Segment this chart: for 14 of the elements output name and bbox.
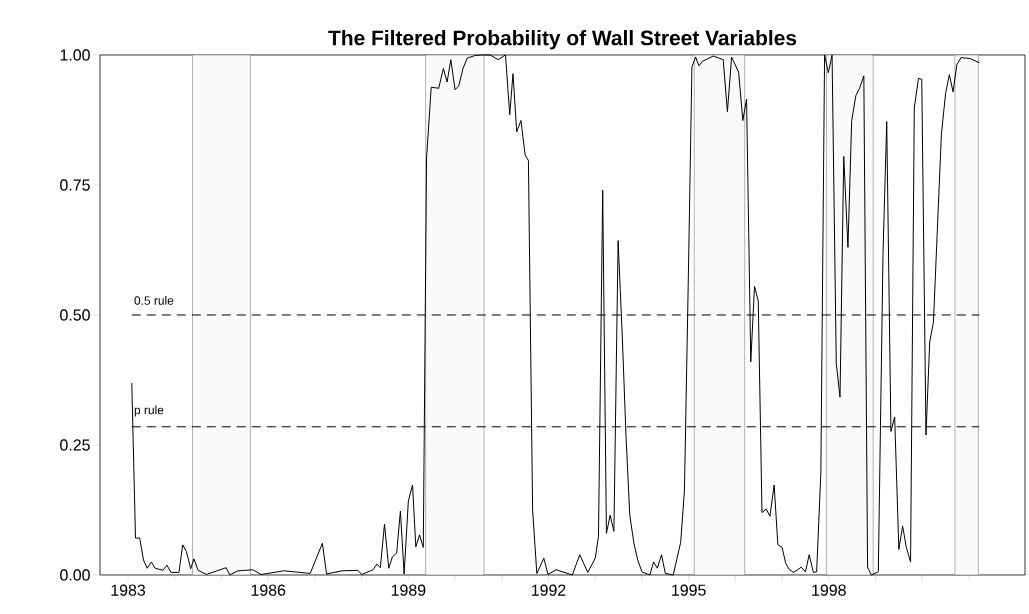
ref-line-label: 0.5 rule — [134, 296, 174, 305]
x-tick-label: 1992 — [531, 584, 566, 596]
chart-title: The Filtered Probability of Wall Street Variables — [328, 29, 797, 50]
ref-line-label: p rule — [134, 405, 164, 417]
x-tick-label: 1989 — [391, 584, 426, 596]
y-tick-label: 0.25 — [60, 439, 90, 451]
y-tick-label: 0.75 — [60, 179, 90, 191]
y-tick-label: 0.00 — [60, 569, 90, 581]
x-tick-label: 1986 — [251, 584, 286, 596]
y-tick-label: 0.50 — [60, 309, 90, 321]
x-tick-label: 1998 — [812, 584, 846, 596]
y-tick-label: 1.00 — [60, 49, 90, 61]
x-tick-label: 1983 — [111, 584, 146, 596]
x-tick-label: 1995 — [672, 584, 706, 596]
